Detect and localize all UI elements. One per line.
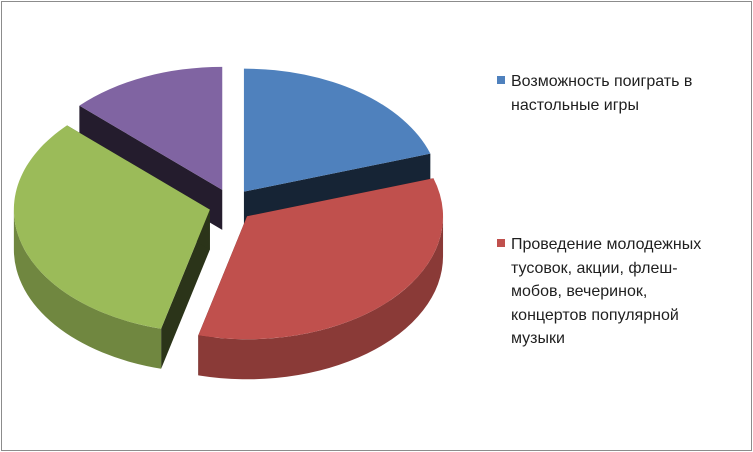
pie-slice-2-rim [198,216,444,380]
legend-label-1: Возможность поиграть в настольные игры [511,73,693,114]
legend-item-1: Возможность поиграть в настольные игры [497,70,737,117]
pie-slice-3-top [13,125,210,329]
legend-item-2: Проведение молодежных тусовок, акции, фл… [497,233,737,351]
pie-slice-1-top [243,68,431,192]
pie-slice-2-top [198,178,444,340]
pie-slice-4-top [79,66,223,190]
pie-slices [13,66,444,380]
legend-swatch-1 [497,76,505,84]
legend-swatch-2 [497,239,505,247]
pie-slice-3-wall-1 [161,209,210,369]
pie-slice-3 [13,125,210,369]
legend-label-2: Проведение молодежных тусовок, акции, фл… [511,236,702,347]
pie-slice-2 [198,178,444,380]
pie-slice-3-rim [13,209,162,369]
